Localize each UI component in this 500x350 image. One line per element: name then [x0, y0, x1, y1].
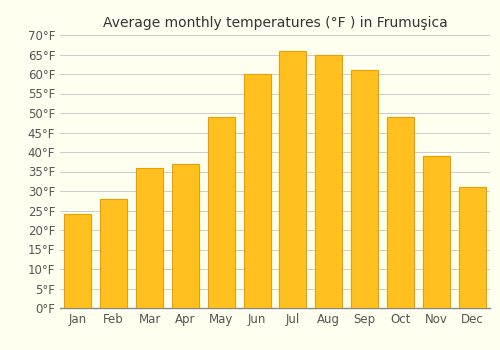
Bar [64, 215, 92, 308]
Bar [136, 168, 163, 308]
Bar [316, 55, 342, 308]
Bar [280, 51, 306, 308]
Bar [351, 70, 378, 308]
Title: Average monthly temperatures (°F ) in Frumuşica: Average monthly temperatures (°F ) in Fr… [102, 16, 448, 30]
Bar [208, 117, 234, 308]
Bar [458, 187, 485, 308]
Bar [387, 117, 414, 308]
Bar [244, 74, 270, 308]
Bar [172, 164, 199, 308]
Bar [100, 199, 127, 308]
Bar [423, 156, 450, 308]
